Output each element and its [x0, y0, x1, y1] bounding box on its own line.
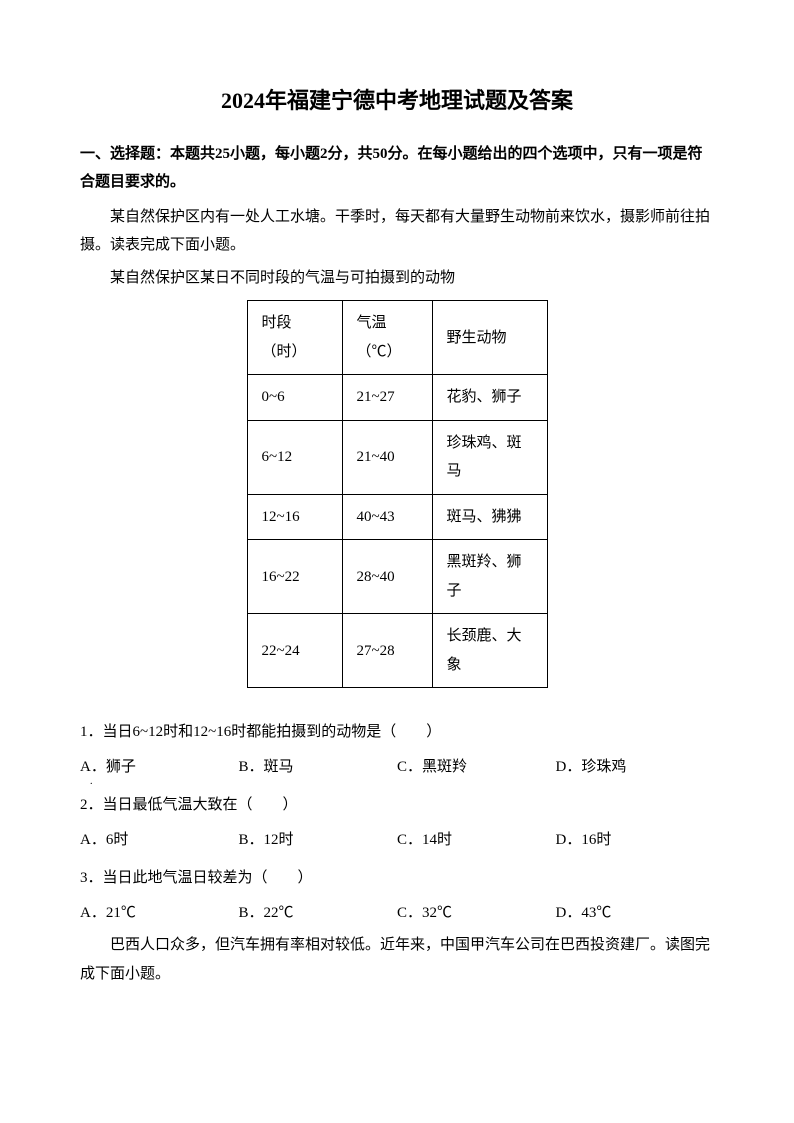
question-1-options: A．狮子 B．斑马 C．黑斑羚 D．珍珠鸡 — [80, 753, 714, 782]
cell-temp: 21~40 — [342, 420, 432, 494]
passage-2: 巴西人口众多，但汽车拥有率相对较低。近年来，中国甲汽车公司在巴西投资建厂。读图完… — [80, 931, 714, 988]
table-row: 6~12 21~40 珍珠鸡、斑马 — [247, 420, 547, 494]
cell-temp: 28~40 — [342, 540, 432, 614]
cell-animal: 黑斑羚、狮子 — [432, 540, 547, 614]
option-a: A．21℃ — [80, 899, 239, 928]
cell-time: 16~22 — [247, 540, 342, 614]
header-temp: 气温（℃） — [342, 301, 432, 375]
cell-animal: 珍珠鸡、斑马 — [432, 420, 547, 494]
question-3: 3．当日此地气温日较差为（ ） — [80, 864, 714, 893]
header-time: 时段（时） — [247, 301, 342, 375]
option-b: B．斑马 — [239, 753, 398, 782]
question-2: 2．当日最低气温大致在（ ） — [80, 791, 714, 820]
option-c: C．黑斑羚 — [397, 753, 556, 782]
table-row: 22~24 27~28 长颈鹿、大象 — [247, 614, 547, 688]
table-row: 12~16 40~43 斑马、狒狒 — [247, 494, 547, 540]
header-animal: 野生动物 — [432, 301, 547, 375]
option-b: B．12时 — [239, 826, 398, 855]
cell-animal: 长颈鹿、大象 — [432, 614, 547, 688]
table-row: 0~6 21~27 花豹、狮子 — [247, 375, 547, 421]
cell-temp: 40~43 — [342, 494, 432, 540]
table-row: 16~22 28~40 黑斑羚、狮子 — [247, 540, 547, 614]
question-1: 1．当日6~12时和12~16时都能拍摄到的动物是（ ） — [80, 718, 714, 747]
question-2-options: A．6时 B．12时 C．14时 D．16时 — [80, 826, 714, 855]
cell-time: 22~24 — [247, 614, 342, 688]
animal-table: 时段（时） 气温（℃） 野生动物 0~6 21~27 花豹、狮子 6~12 21… — [247, 300, 548, 688]
cell-temp: 27~28 — [342, 614, 432, 688]
document-title: 2024年福建宁德中考地理试题及答案 — [80, 80, 714, 122]
cell-time: 12~16 — [247, 494, 342, 540]
option-a: A．6时 — [80, 826, 239, 855]
option-d: D．珍珠鸡 — [556, 753, 715, 782]
question-3-options: A．21℃ B．22℃ C．32℃ D．43℃ — [80, 899, 714, 928]
cell-time: 6~12 — [247, 420, 342, 494]
table-caption: 某自然保护区某日不同时段的气温与可拍摄到的动物 — [80, 264, 714, 293]
option-b: B．22℃ — [239, 899, 398, 928]
cell-animal: 斑马、狒狒 — [432, 494, 547, 540]
option-c: C．14时 — [397, 826, 556, 855]
option-d: D．16时 — [556, 826, 715, 855]
section-header: 一、选择题：本题共25小题，每小题2分，共50分。在每小题给出的四个选项中，只有… — [80, 140, 714, 197]
option-a: A．狮子 — [80, 753, 239, 782]
passage-1: 某自然保护区内有一处人工水塘。干季时，每天都有大量野生动物前来饮水，摄影师前往拍… — [80, 203, 714, 260]
cell-temp: 21~27 — [342, 375, 432, 421]
cell-animal: 花豹、狮子 — [432, 375, 547, 421]
table-header-row: 时段（时） 气温（℃） 野生动物 — [247, 301, 547, 375]
option-d: D．43℃ — [556, 899, 715, 928]
cell-time: 0~6 — [247, 375, 342, 421]
option-c: C．32℃ — [397, 899, 556, 928]
